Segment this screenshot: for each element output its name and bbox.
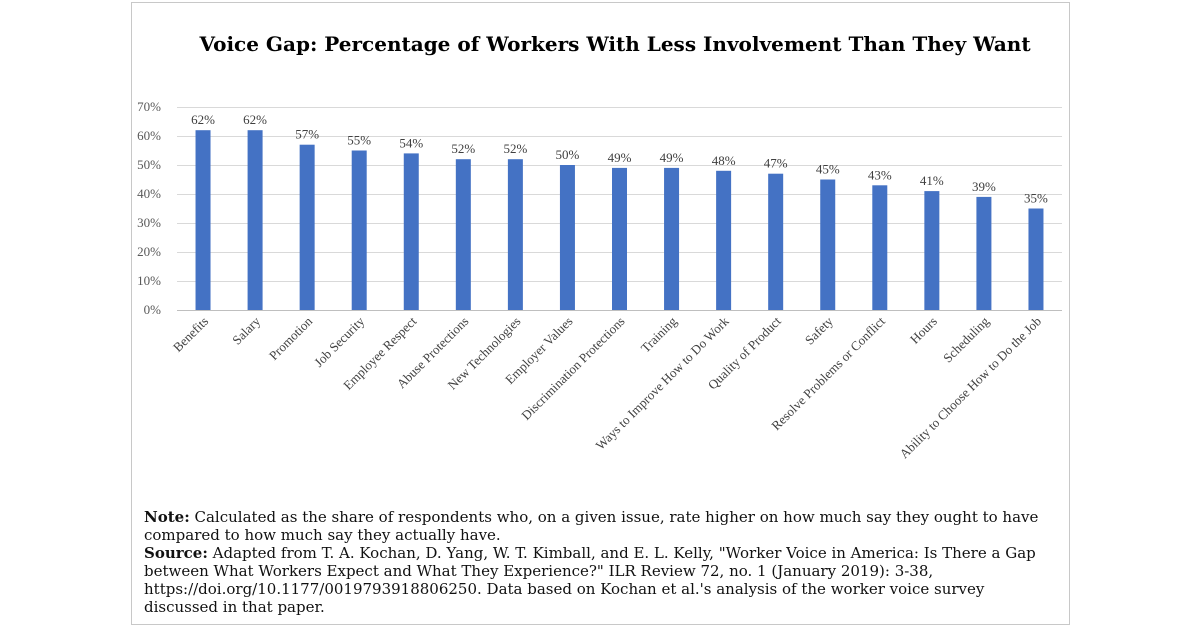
data-label: 54% xyxy=(399,135,423,150)
y-tick-label: 10% xyxy=(137,273,161,288)
bar xyxy=(872,185,888,310)
source-label: Source: xyxy=(144,544,208,562)
x-tick-label: Salary xyxy=(229,313,263,347)
bar xyxy=(716,170,732,310)
chart-title: Voice Gap: Percentage of Workers With Le… xyxy=(198,32,1031,56)
chart-notes: Note: Calculated as the share of respond… xyxy=(144,508,1044,616)
bar xyxy=(351,150,367,310)
x-tick-label: Hours xyxy=(907,314,940,347)
y-tick-label: 0% xyxy=(144,302,162,317)
x-tick-label: Job Security xyxy=(311,313,368,370)
data-label: 49% xyxy=(608,150,632,165)
source-paragraph: Source: Adapted from T. A. Kochan, D. Ya… xyxy=(144,544,1044,616)
y-tick-label: 60% xyxy=(137,128,161,143)
note-label: Note: xyxy=(144,508,190,526)
data-label: 55% xyxy=(347,133,371,148)
y-tick-label: 40% xyxy=(137,186,161,201)
bar xyxy=(820,179,836,310)
bar xyxy=(195,130,211,310)
x-tick-label: Training xyxy=(638,313,680,355)
bar xyxy=(247,130,263,310)
x-tick-label: Promotion xyxy=(266,313,316,363)
x-tick-label: Scheduling xyxy=(940,313,992,365)
bar xyxy=(403,153,419,310)
y-tick-label: 50% xyxy=(137,157,161,172)
y-tick-label: 70% xyxy=(137,99,161,114)
data-label: 35% xyxy=(1024,191,1048,206)
data-label: 62% xyxy=(191,112,215,127)
data-label: 48% xyxy=(712,153,736,168)
bar xyxy=(612,167,627,310)
data-label: 47% xyxy=(764,156,788,171)
data-label: 39% xyxy=(972,179,996,194)
y-tick-label: 30% xyxy=(137,215,161,230)
bar xyxy=(1028,208,1044,310)
source-text: Adapted from T. A. Kochan, D. Yang, W. T… xyxy=(144,544,1036,616)
bar xyxy=(507,159,523,310)
data-label: 52% xyxy=(503,141,527,156)
x-tick-label: Discrimination Protections xyxy=(518,314,627,423)
note-paragraph: Note: Calculated as the share of respond… xyxy=(144,508,1044,544)
x-tick-label: Safety xyxy=(802,313,836,347)
bar xyxy=(976,196,992,310)
bar xyxy=(924,191,940,310)
data-label: 49% xyxy=(660,150,684,165)
data-label: 52% xyxy=(451,141,475,156)
data-label: 50% xyxy=(556,147,580,162)
data-labels: 62% 62% 57% 55% 54% 52% 52% 50% 49% 49% 48% 47% 45% 4… xyxy=(191,112,1048,205)
bar xyxy=(455,159,471,310)
data-label: 43% xyxy=(868,167,892,182)
y-axis-ticks: 0% 10% 20% 30% 40% 50% 60% 70% xyxy=(137,99,161,317)
chart-card xyxy=(131,2,1070,625)
data-label: 45% xyxy=(816,162,840,177)
bar xyxy=(559,165,575,310)
bar xyxy=(299,144,315,310)
x-tick-label: Benefits xyxy=(170,314,211,355)
data-label: 62% xyxy=(243,112,267,127)
y-tick-label: 20% xyxy=(137,244,161,259)
bar xyxy=(768,173,784,310)
data-label: 41% xyxy=(920,173,944,188)
note-text: Calculated as the share of respondents w… xyxy=(144,508,1039,544)
bar xyxy=(664,167,680,310)
data-label: 57% xyxy=(295,127,319,142)
bars xyxy=(195,130,1044,310)
